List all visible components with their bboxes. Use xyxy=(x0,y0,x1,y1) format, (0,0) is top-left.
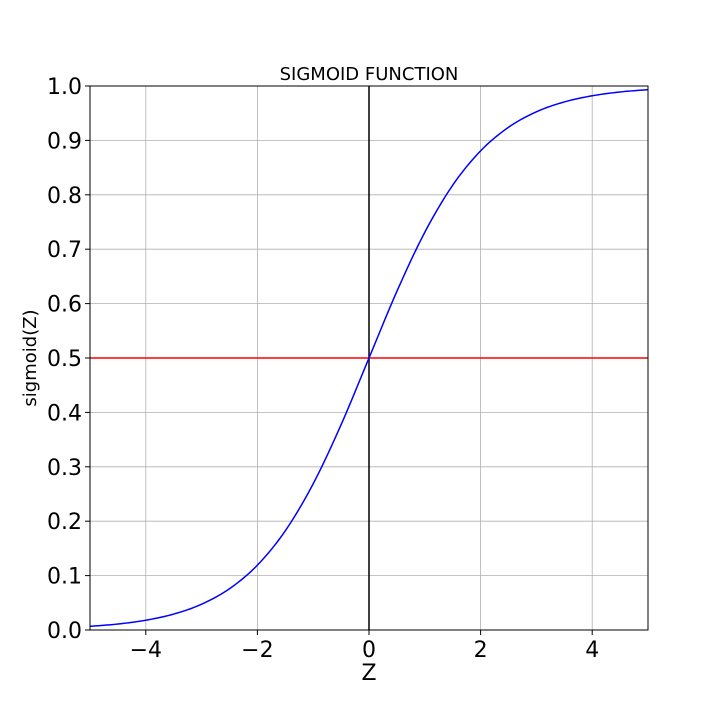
x-tick-label: 2 xyxy=(474,638,488,663)
x-tick-label: −4 xyxy=(130,638,162,663)
y-tick-label: 0.2 xyxy=(47,510,82,535)
y-tick-label: 0.7 xyxy=(47,238,82,263)
x-tick-label: −2 xyxy=(241,638,273,663)
y-tick-label: 0.9 xyxy=(47,129,82,154)
x-tick-label: 4 xyxy=(585,638,599,663)
y-tick-label: 0.0 xyxy=(47,619,82,644)
x-tick-label: 0 xyxy=(362,638,376,663)
y-tick-label: 0.4 xyxy=(47,401,82,426)
y-tick-label: 0.3 xyxy=(47,456,82,481)
y-tick-label: 0.6 xyxy=(47,293,82,318)
series-layer xyxy=(89,88,649,628)
y-tick-label: 0.8 xyxy=(47,184,82,209)
y-tick-label: 1.0 xyxy=(47,75,82,100)
y-tick-label: 0.1 xyxy=(47,565,82,590)
x-axis-ticks: −4 −2 0 2 4 xyxy=(130,630,599,663)
x-axis-label: Z xyxy=(361,661,376,686)
y-axis-label: sigmoid(Z) xyxy=(20,309,41,406)
y-tick-label: 0.5 xyxy=(47,347,82,372)
y-axis-ticks: 0.0 0.1 0.2 0.3 0.4 0.5 0.6 0.7 0.8 0.9 1.0 xyxy=(47,75,90,644)
chart-title: SIGMOID FUNCTION xyxy=(280,64,459,85)
sigmoid-curve xyxy=(89,88,649,628)
